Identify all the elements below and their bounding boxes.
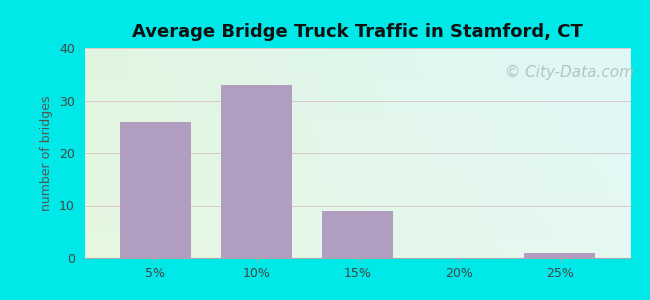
Bar <box>120 122 190 258</box>
Title: Average Bridge Truck Traffic in Stamford, CT: Average Bridge Truck Traffic in Stamford… <box>132 23 583 41</box>
Text: © City-Data.com: © City-Data.com <box>505 65 634 80</box>
Y-axis label: number of bridges: number of bridges <box>40 95 53 211</box>
Bar <box>221 85 292 258</box>
Bar <box>322 211 393 258</box>
Bar <box>525 253 595 258</box>
